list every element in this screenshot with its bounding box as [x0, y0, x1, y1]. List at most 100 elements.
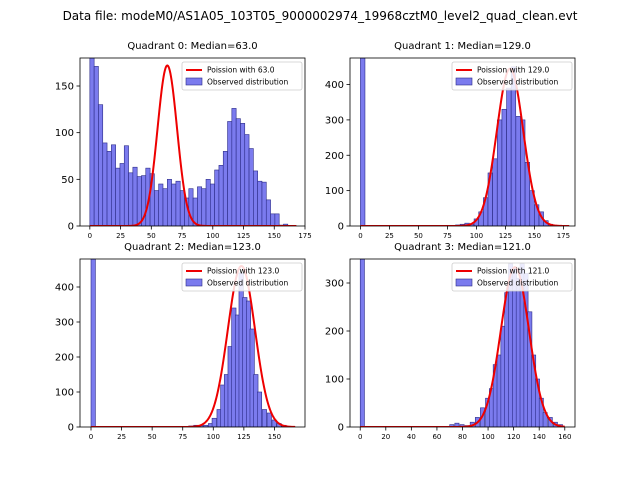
histogram-bar	[244, 134, 250, 226]
histogram-bar	[123, 145, 129, 226]
histogram-bar	[210, 183, 215, 226]
subplot-quadrant-0: Quadrant 0: Median=63.0 0 25 50 75 100 125 150 1…	[55, 41, 312, 240]
x-tick-label: 150	[268, 433, 281, 441]
x-tick-label: 75	[178, 232, 187, 240]
histogram-bar	[257, 391, 263, 427]
x-tick-label: 75	[443, 232, 452, 240]
legend-label-observed: Observed distribution	[207, 78, 288, 87]
histogram-bar	[111, 144, 116, 226]
x-tick-label: 140	[533, 433, 546, 441]
x-tick-label: 100	[207, 433, 220, 441]
figure-title: Data file: modeM0/AS1A05_103T05_90000029…	[63, 9, 578, 23]
x-tick-label: 20	[381, 433, 390, 441]
x-tick-label: 25	[117, 433, 126, 441]
histogram-bar	[496, 119, 503, 226]
subplot-quadrant-2: Quadrant 2: Median=123.0 0 25 50 75 100 125 150…	[55, 242, 306, 441]
x-tick-label: 25	[385, 232, 394, 240]
legend: Poission with 121.0 Observed distribution	[451, 262, 573, 292]
legend-label-poisson: Poission with 121.0	[477, 267, 550, 276]
histogram-bar	[240, 123, 246, 226]
y-tick-label: 100	[325, 375, 344, 386]
y-tick-label: 0	[338, 423, 344, 434]
x-tick-label: 100	[470, 232, 483, 240]
legend-label-poisson: Poission with 123.0	[207, 267, 280, 276]
x-tick-label: 50	[148, 433, 157, 441]
histogram-bar	[248, 148, 254, 226]
x-tick-label: 175	[557, 232, 570, 240]
histogram-bar	[162, 188, 168, 226]
x-tick-label: 150	[268, 232, 281, 240]
histogram-bar	[89, 58, 95, 226]
histogram-bar	[98, 104, 104, 226]
x-tick-label: 100	[481, 433, 494, 441]
histogram-bar	[261, 409, 267, 427]
x-tick-label: 60	[432, 433, 441, 441]
x-tick-label: 25	[116, 232, 125, 240]
histogram-bar	[93, 66, 99, 226]
y-tick-label: 0	[68, 222, 74, 233]
histogram-bar	[253, 170, 258, 226]
histogram-bar	[449, 424, 455, 427]
legend-bar-swatch	[455, 278, 473, 287]
histogram-bar	[197, 186, 203, 226]
histogram-bar	[201, 188, 207, 226]
x-tick-label: 160	[558, 433, 571, 441]
subplot-title: Quadrant 2: Median=123.0	[124, 242, 261, 253]
legend: Poission with 123.0 Observed distribution	[181, 262, 303, 292]
histogram-bar	[211, 417, 217, 427]
legend-bar-swatch	[185, 77, 203, 86]
histogram-bar	[257, 180, 263, 226]
legend-label-poisson: Poission with 63.0	[207, 66, 275, 75]
y-tick-label: 200	[325, 327, 344, 338]
axes-frame	[79, 258, 306, 428]
legend-frame	[451, 262, 573, 292]
subplot-title: Quadrant 0: Median=63.0	[127, 41, 257, 52]
histogram-bar	[106, 151, 112, 226]
histogram-bar	[115, 167, 121, 226]
histogram-bar	[222, 151, 228, 226]
axes-frame	[79, 57, 306, 227]
legend-bar-swatch	[185, 278, 203, 287]
x-tick-label: 80	[458, 433, 467, 441]
subplot-title: Quadrant 3: Median=121.0	[394, 242, 531, 253]
x-tick-label: 40	[407, 433, 416, 441]
plot-area	[89, 58, 297, 226]
x-tick-label: 0	[358, 232, 362, 240]
y-tick-label: 100	[325, 186, 344, 197]
legend: Poission with 63.0 Observed distribution	[181, 61, 303, 91]
y-tick-label: 100	[55, 128, 74, 139]
histogram-bar	[227, 121, 233, 226]
legend-bar-swatch	[455, 77, 473, 86]
x-tick-label: 125	[237, 433, 250, 441]
y-tick-label: 200	[325, 151, 344, 162]
histogram-bar	[492, 158, 498, 226]
subplot-title: Quadrant 1: Median=129.0	[394, 41, 531, 52]
histogram-bar	[510, 66, 517, 226]
plot-area	[360, 58, 570, 226]
x-tick-label: 0	[358, 433, 362, 441]
legend-label-poisson: Poission with 129.0	[477, 66, 550, 75]
x-tick-label: 75	[178, 433, 187, 441]
histogram-bar	[261, 181, 267, 226]
histogram-bar	[119, 163, 125, 226]
histogram-bar	[235, 118, 241, 226]
axes-frame	[349, 57, 576, 227]
y-tick-label: 300	[325, 115, 344, 126]
legend-frame	[451, 61, 573, 91]
subplot-quadrant-3: Quadrant 3: Median=121.0 0 20 40 60 80 100 120 1…	[325, 242, 576, 441]
histogram-bar	[515, 116, 521, 226]
y-tick-label: 0	[338, 222, 344, 233]
legend-frame	[181, 61, 303, 91]
x-tick-label: 125	[499, 232, 512, 240]
y-tick-label: 50	[61, 175, 74, 186]
plot-area	[90, 259, 296, 427]
y-tick-label: 150	[55, 82, 74, 93]
histogram-bar	[214, 169, 220, 226]
histogram-bar	[102, 142, 108, 226]
x-tick-label: 0	[88, 232, 92, 240]
histogram-bar	[158, 183, 164, 226]
histogram-bar	[179, 190, 185, 226]
histogram-bar	[270, 213, 276, 226]
y-tick-label: 300	[325, 279, 344, 290]
